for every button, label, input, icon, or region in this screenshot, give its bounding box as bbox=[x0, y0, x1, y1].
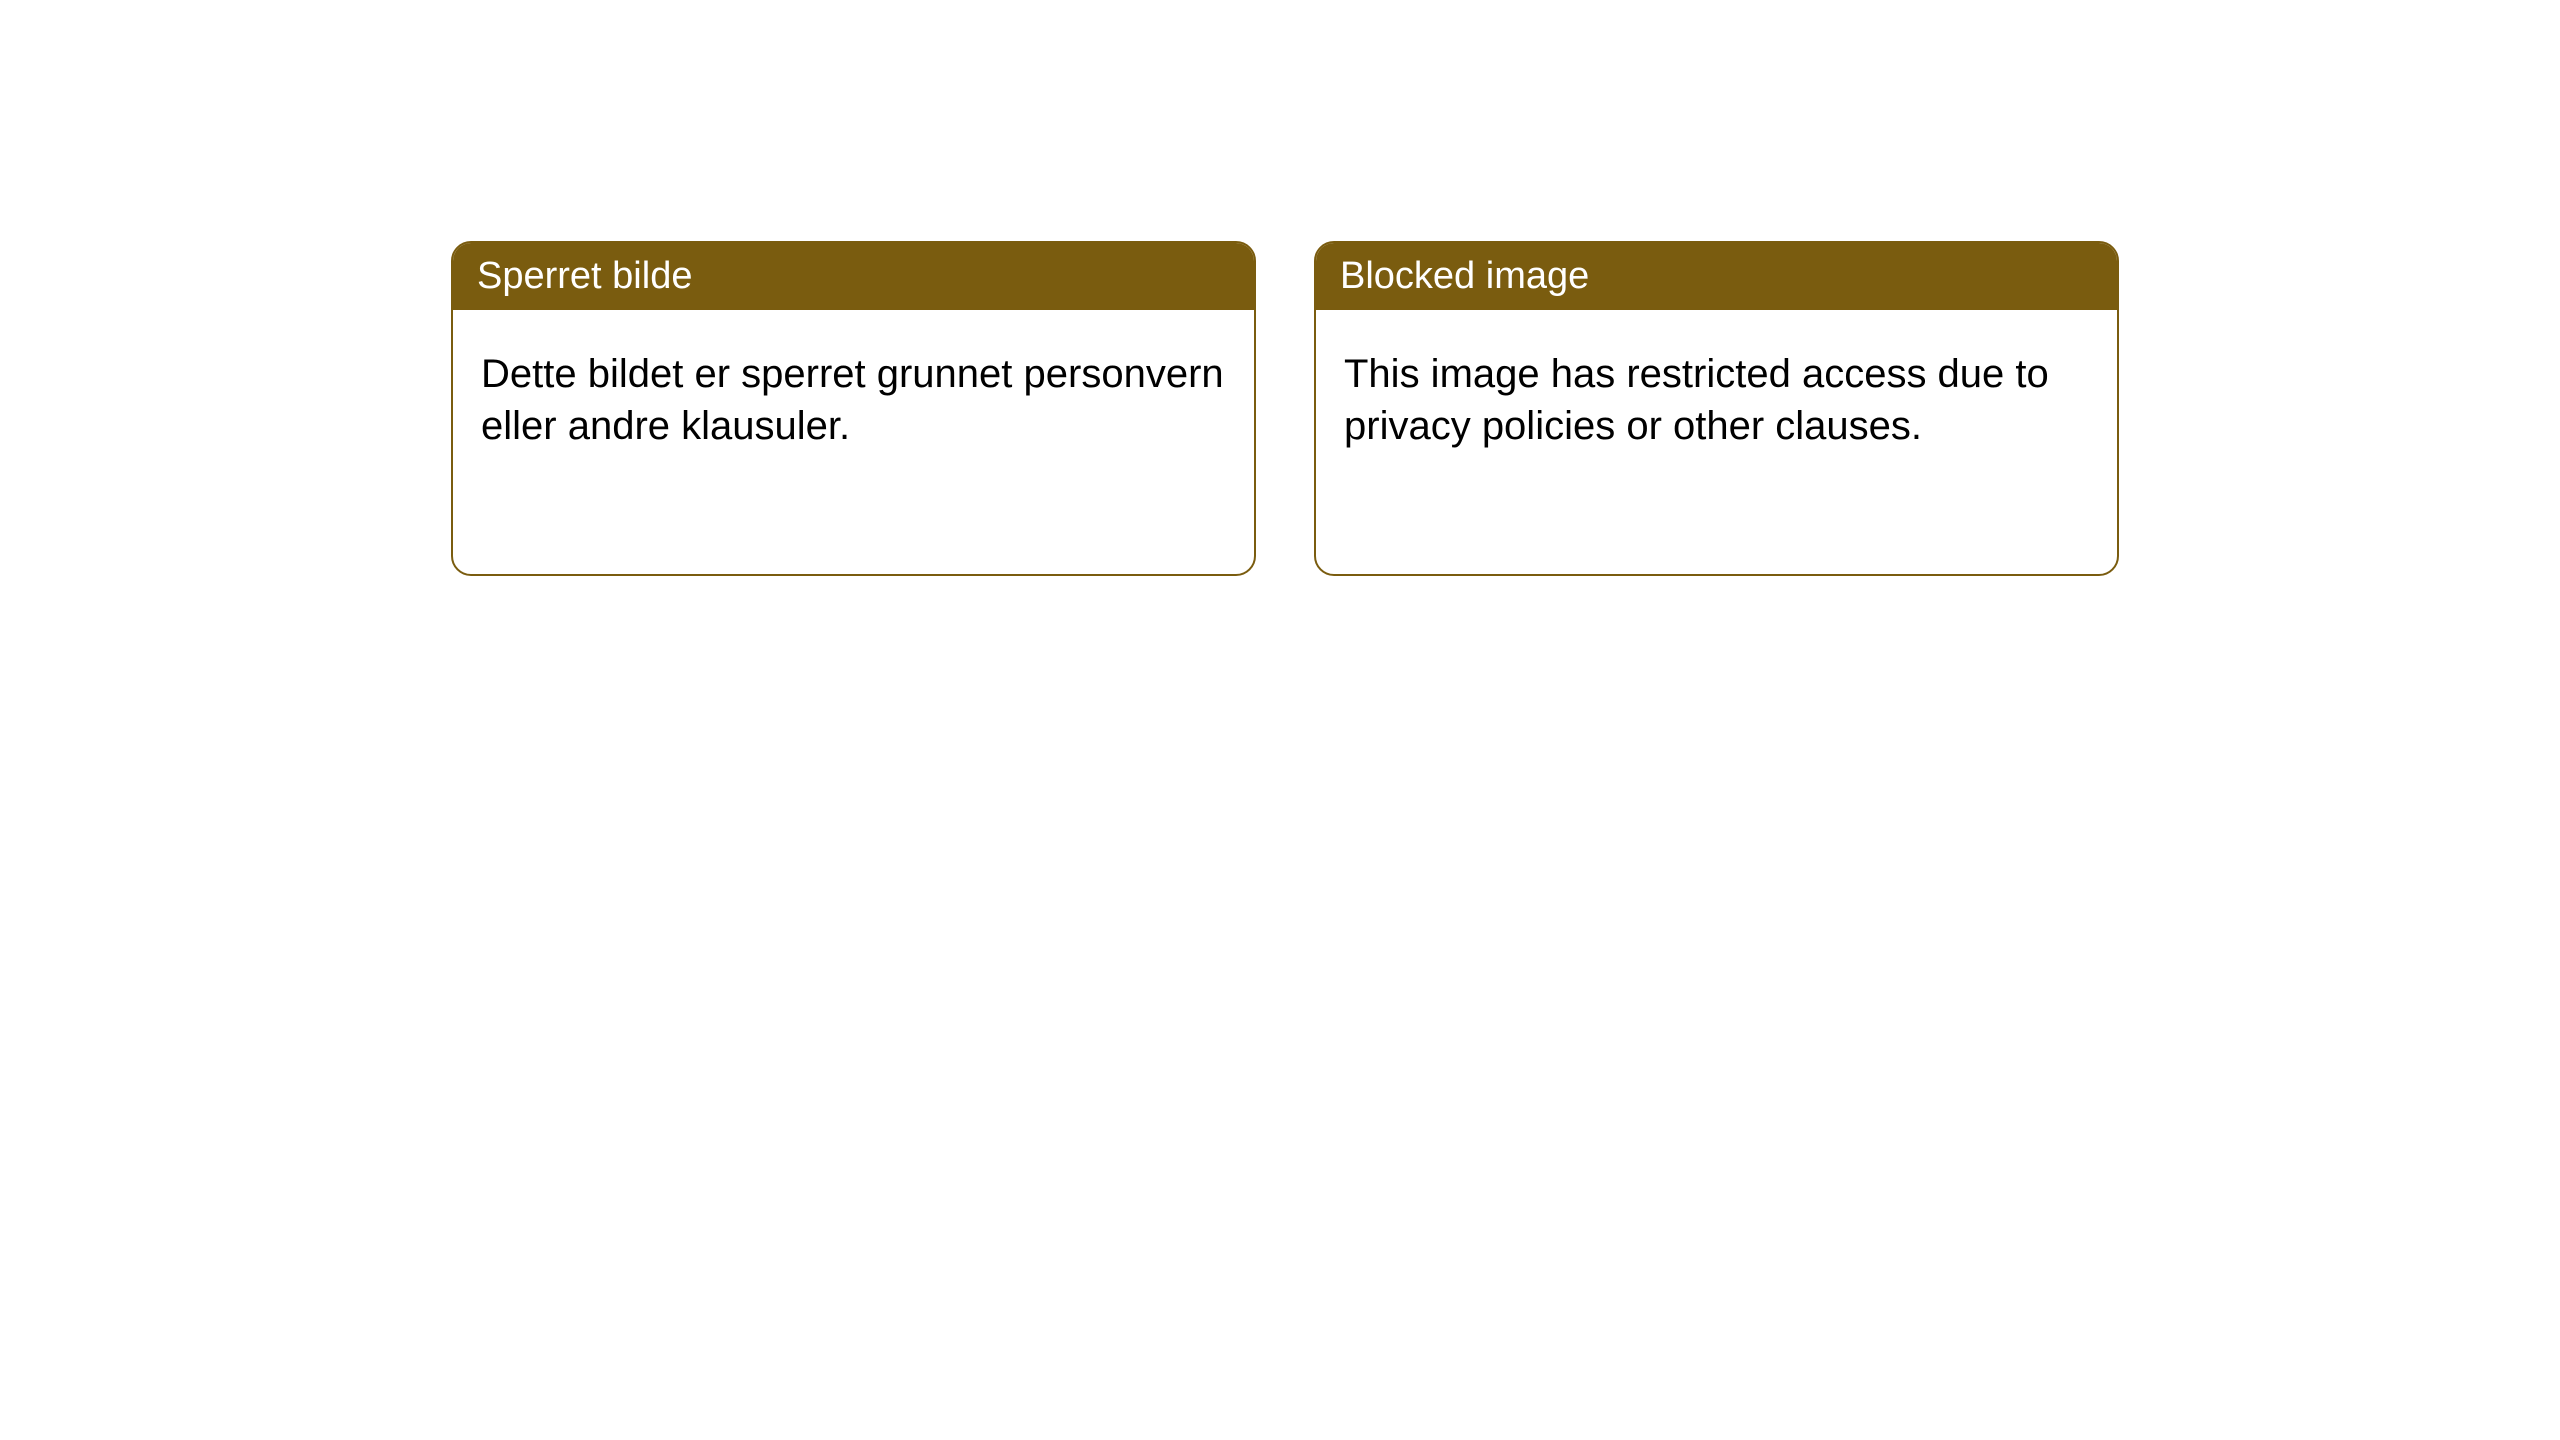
card-body-text: This image has restricted access due to … bbox=[1344, 352, 2049, 448]
notice-container: Sperret bilde Dette bildet er sperret gr… bbox=[451, 241, 2119, 576]
card-body: This image has restricted access due to … bbox=[1316, 310, 2117, 490]
card-header: Blocked image bbox=[1316, 243, 2117, 310]
card-header: Sperret bilde bbox=[453, 243, 1254, 310]
card-title: Sperret bilde bbox=[477, 255, 692, 297]
notice-card-norwegian: Sperret bilde Dette bildet er sperret gr… bbox=[451, 241, 1256, 576]
notice-card-english: Blocked image This image has restricted … bbox=[1314, 241, 2119, 576]
card-title: Blocked image bbox=[1340, 255, 1589, 297]
card-body: Dette bildet er sperret grunnet personve… bbox=[453, 310, 1254, 490]
card-body-text: Dette bildet er sperret grunnet personve… bbox=[481, 352, 1224, 448]
